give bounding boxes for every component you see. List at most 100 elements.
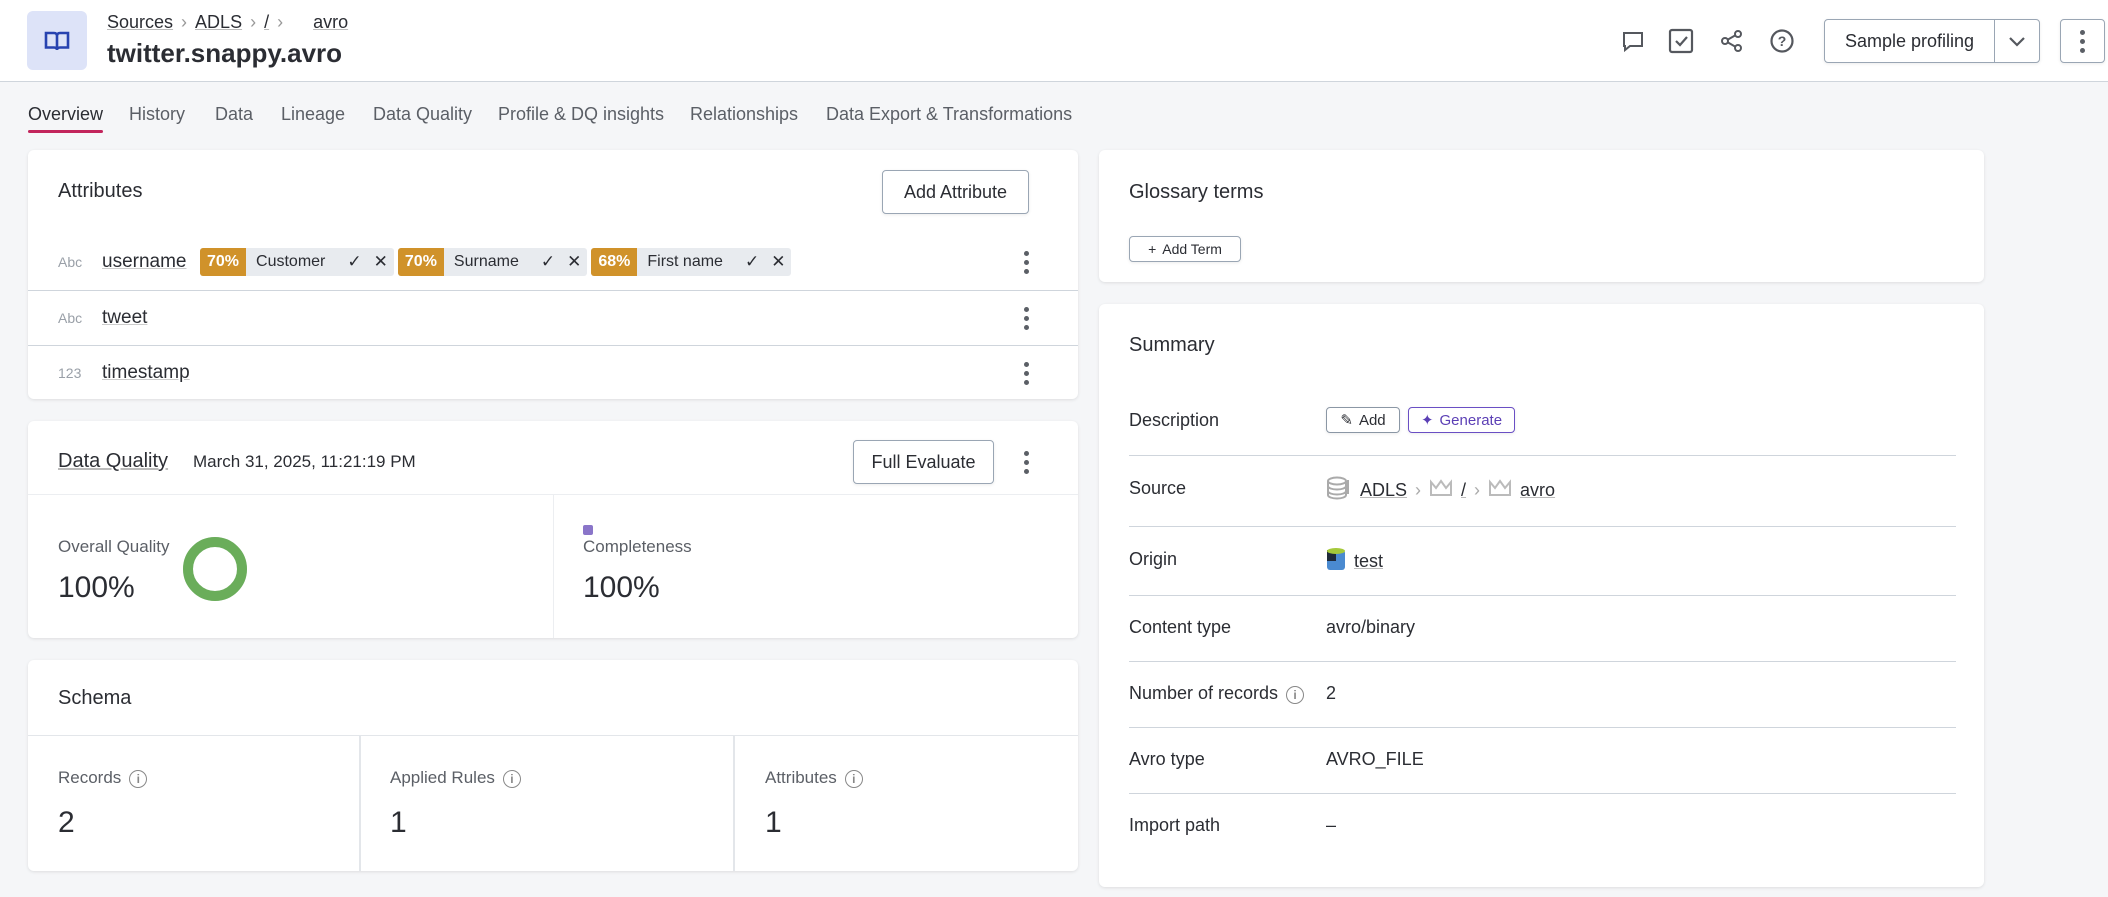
- evaluation-timestamp: March 31, 2025, 11:21:19 PM: [193, 452, 416, 471]
- chevron-right-icon: ›: [250, 12, 257, 32]
- share-icon[interactable]: [1716, 25, 1748, 57]
- chevron-down-icon[interactable]: [1995, 31, 2039, 52]
- source-link-avro[interactable]: avro: [1520, 480, 1556, 500]
- breadcrumb-avro[interactable]: avro: [313, 12, 349, 32]
- help-icon[interactable]: ?: [1766, 25, 1798, 57]
- reject-x-icon[interactable]: ✕: [771, 252, 786, 271]
- import-path-value: –: [1326, 815, 1337, 835]
- origin-label: Origin: [1129, 549, 1178, 569]
- data-quality-title[interactable]: Data Quality: [58, 450, 169, 472]
- add-term-label: Add Term: [1162, 241, 1222, 257]
- info-icon[interactable]: i: [1286, 686, 1305, 704]
- attributes-stat-value: 1: [765, 806, 782, 839]
- records-value: 2: [1326, 683, 1337, 703]
- page-title: twitter.snappy.avro: [107, 38, 343, 68]
- kebab-icon[interactable]: [1016, 304, 1036, 332]
- breadcrumb-sources[interactable]: Sources: [107, 12, 174, 32]
- breadcrumb-adls[interactable]: ADLS: [195, 12, 243, 32]
- label: Records: [58, 768, 122, 787]
- label: Attributes: [765, 768, 837, 787]
- number-type-icon: 123: [58, 365, 82, 381]
- tab-data-quality[interactable]: Data Quality: [373, 104, 473, 124]
- more-actions-button[interactable]: [2060, 19, 2105, 63]
- divider: [28, 735, 1078, 736]
- records-stat-value: 2: [58, 806, 75, 839]
- kebab-icon[interactable]: [1016, 248, 1036, 276]
- accept-check-icon[interactable]: ✓: [540, 252, 556, 271]
- reject-x-icon[interactable]: ✕: [567, 252, 582, 271]
- glossary-title: Glossary terms: [1129, 181, 1264, 203]
- origin-link[interactable]: test: [1354, 551, 1384, 571]
- completeness-label: Completeness: [583, 537, 692, 556]
- records-label: Number of records i: [1129, 683, 1305, 704]
- task-check-icon[interactable]: [1665, 25, 1697, 57]
- breadcrumb: Sources › ADLS › / › avro: [107, 12, 348, 33]
- info-icon[interactable]: i: [129, 770, 148, 788]
- tab-history[interactable]: History: [129, 104, 186, 124]
- book-icon: [27, 11, 87, 70]
- tab-overview[interactable]: Overview: [28, 104, 104, 133]
- divider: [1129, 526, 1956, 527]
- divider: [28, 290, 1078, 291]
- chevron-right-icon: ›: [277, 12, 284, 32]
- kebab-icon: [2073, 27, 2093, 55]
- folder-crown-icon: [1488, 478, 1512, 503]
- schema-title: Schema: [58, 687, 132, 709]
- plus-icon: +: [1148, 241, 1157, 257]
- confidence-badge: 70%: [397, 248, 444, 276]
- data-quality-card: Data Quality March 31, 2025, 11:21:19 PM…: [28, 421, 1078, 638]
- attributes-stat-label: Attributes i: [765, 768, 863, 788]
- tab-data[interactable]: Data: [215, 104, 254, 124]
- divider: [1129, 793, 1956, 794]
- generate-description-button[interactable]: ✦ Generate: [1408, 407, 1515, 433]
- full-evaluate-button[interactable]: Full Evaluate: [853, 440, 994, 484]
- attributes-title: Attributes: [58, 180, 143, 202]
- svg-text:?: ?: [1778, 33, 1787, 49]
- string-type-icon: Abc: [58, 310, 83, 326]
- tab-lineage[interactable]: Lineage: [281, 104, 346, 124]
- overall-quality-donut: [183, 537, 247, 601]
- add-description-button[interactable]: ✎ Add: [1326, 407, 1400, 433]
- divider: [1129, 455, 1956, 456]
- sparkle-icon: ✦: [1420, 412, 1434, 429]
- tab-profile-dq-insights[interactable]: Profile & DQ insights: [498, 104, 665, 124]
- chevron-right-icon: ›: [1474, 480, 1481, 500]
- tab-data-export[interactable]: Data Export & Transformations: [826, 104, 1073, 124]
- attribute-row[interactable]: 123 timestamp: [28, 355, 1078, 391]
- attribute-name[interactable]: tweet: [102, 307, 148, 328]
- donut-arc: [183, 537, 247, 601]
- term-suggestion: 70% Surname ✓ ✕: [397, 248, 588, 276]
- sample-profiling-button[interactable]: Sample profiling: [1825, 20, 1995, 62]
- content-type-value: avro/binary: [1326, 617, 1416, 637]
- kebab-icon[interactable]: [1016, 448, 1036, 476]
- divider: [1129, 595, 1956, 596]
- attribute-row[interactable]: Abc username 70% Customer ✓ ✕ 70% Surname ✓ ✕ …: [28, 244, 1078, 280]
- info-icon[interactable]: i: [502, 770, 521, 788]
- attribute-name[interactable]: username: [102, 251, 187, 272]
- accept-check-icon[interactable]: ✓: [347, 252, 362, 271]
- summary-title: Summary: [1129, 334, 1215, 356]
- divider: [28, 345, 1078, 346]
- folder-crown-icon: [1429, 478, 1453, 503]
- overall-quality-value: 100%: [58, 571, 135, 604]
- add-term-button[interactable]: + Add Term: [1129, 236, 1241, 262]
- term-label: First name: [647, 253, 723, 270]
- source-link-root[interactable]: /: [1461, 480, 1467, 500]
- reject-x-icon[interactable]: ✕: [373, 252, 388, 271]
- add-attribute-button[interactable]: Add Attribute: [882, 170, 1029, 214]
- attribute-row[interactable]: Abc tweet: [28, 300, 1078, 336]
- database-icon: [1326, 476, 1352, 505]
- suggested-terms: 70% Customer ✓ ✕ 70% Surname ✓ ✕ 68% First name…: [200, 248, 795, 276]
- chevron-right-icon: ›: [1415, 480, 1422, 500]
- breadcrumb-root[interactable]: /: [264, 12, 270, 32]
- source-label: Source: [1129, 478, 1187, 498]
- label: Number of records: [1129, 683, 1279, 703]
- accept-check-icon[interactable]: ✓: [744, 252, 760, 271]
- kebab-icon[interactable]: [1016, 359, 1036, 387]
- attribute-name[interactable]: timestamp: [102, 362, 190, 383]
- source-link-adls[interactable]: ADLS: [1360, 480, 1408, 500]
- info-icon[interactable]: i: [844, 770, 863, 788]
- comment-icon[interactable]: [1617, 25, 1649, 57]
- divider: [1129, 727, 1956, 728]
- tab-relationships[interactable]: Relationships: [690, 104, 799, 124]
